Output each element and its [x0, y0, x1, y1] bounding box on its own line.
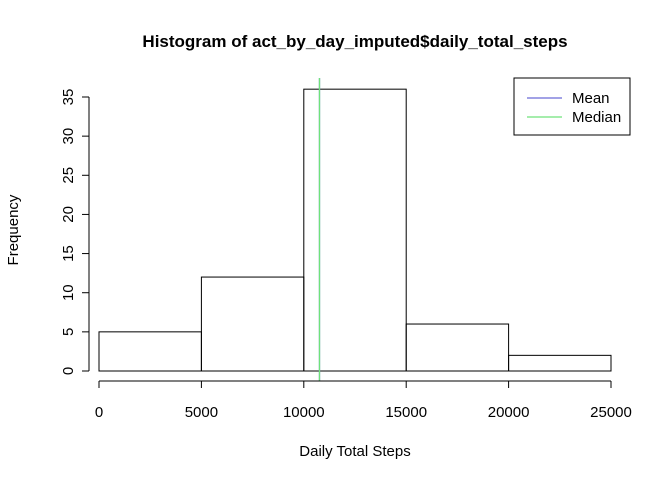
legend-label-median: Median: [572, 109, 621, 126]
chart-title: Histogram of act_by_day_imputed$daily_to…: [142, 32, 567, 51]
y-tick-label: 35: [60, 89, 77, 106]
y-tick-label: 5: [60, 328, 77, 336]
y-tick-label: 10: [60, 284, 77, 301]
histogram-bar-4: [405, 323, 510, 372]
x-tick-label: 15000: [385, 404, 427, 421]
x-tick-label: 0: [95, 404, 103, 421]
histogram-bar-3: [303, 88, 407, 372]
y-tick-label: 25: [60, 167, 77, 184]
histogram-bar-1: [98, 331, 202, 372]
x-tick-label: 5000: [185, 404, 218, 421]
y-tick-label: 20: [60, 206, 77, 223]
x-axis-label: Daily Total Steps: [299, 443, 410, 460]
y-axis: 0 5 10 15 20 25 30 35: [60, 89, 90, 375]
histogram-bars: [98, 88, 612, 372]
x-tick-label: 25000: [590, 404, 632, 421]
x-axis: 0 5000 10000 15000 20000 25000: [95, 380, 632, 421]
histogram-bar-2: [200, 276, 305, 372]
x-tick-label: 10000: [283, 404, 325, 421]
y-tick-label: 0: [60, 367, 77, 375]
legend-label-mean: Mean: [572, 90, 610, 107]
y-tick-label: 15: [60, 245, 77, 262]
x-tick-label: 20000: [488, 404, 530, 421]
legend: Mean Median: [513, 77, 631, 136]
legend-box: [513, 77, 631, 136]
y-axis-label: Frequency: [5, 194, 22, 265]
histogram-bar-5: [508, 354, 612, 372]
y-tick-label: 30: [60, 128, 77, 145]
